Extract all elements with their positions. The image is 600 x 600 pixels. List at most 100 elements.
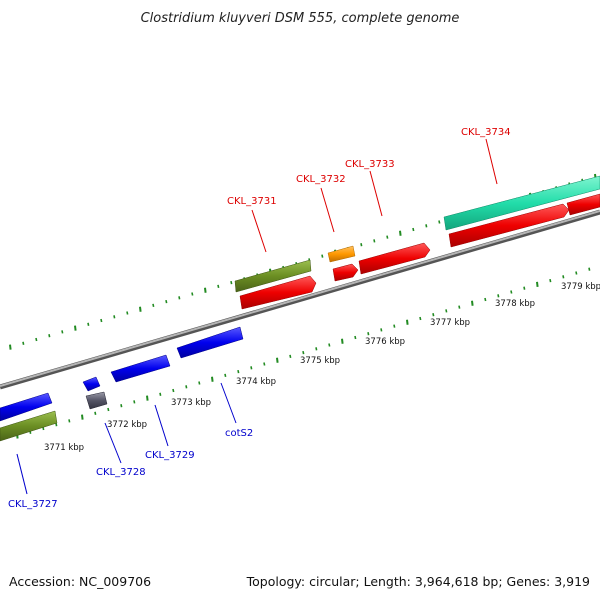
minor-tick (224, 373, 227, 378)
minor-tick (217, 284, 220, 289)
minor-tick (445, 309, 448, 313)
major-tick (399, 230, 402, 236)
gene-ckl-3727[interactable] (0, 392, 53, 422)
minor-tick (230, 280, 233, 285)
major-tick (536, 281, 539, 288)
label-ckl-3729[interactable]: CKL_3729 (145, 450, 195, 461)
scale-label-3778: 3778 kbp (495, 299, 535, 309)
minor-tick (510, 290, 513, 294)
minor-tick (22, 341, 25, 345)
major-tick (146, 395, 149, 401)
minor-tick (113, 315, 116, 319)
scale-label-3774: 3774 kbp (236, 377, 276, 387)
map-title: Clostridium kluyveri DSM 555, complete g… (141, 11, 460, 26)
minor-tick (126, 311, 129, 315)
gene-ckl-3727-green[interactable] (0, 410, 58, 442)
minor-tick (425, 224, 428, 228)
minor-tick (432, 313, 435, 317)
label-ckl-3733[interactable]: CKL_3733 (345, 159, 395, 170)
gene-cots2[interactable] (176, 326, 244, 359)
major-tick (341, 338, 344, 344)
major-tick (471, 300, 474, 306)
label-ckl-3731[interactable]: CKL_3731 (227, 196, 277, 207)
minor-tick (562, 275, 565, 279)
gene-next-plus[interactable] (566, 193, 600, 216)
minor-tick (178, 296, 181, 300)
minor-tick (419, 316, 422, 321)
gene-ckl-3729[interactable] (110, 354, 171, 383)
minor-tick (289, 354, 292, 359)
minor-tick (484, 297, 487, 302)
gene-ckl-3731-green[interactable] (234, 259, 312, 293)
minor-tick (159, 392, 162, 396)
scale-label-3776: 3776 kbp (365, 337, 405, 347)
lower-tick-track (16, 267, 591, 439)
gene-ckl-3728-gray[interactable] (85, 391, 108, 410)
backbone-track (0, 209, 600, 390)
gene-ckl-3732-red[interactable] (332, 263, 359, 282)
major-tick (74, 325, 77, 331)
minor-tick (61, 330, 64, 334)
plus-strand-genes (234, 175, 600, 310)
minor-tick (373, 239, 376, 243)
minor-tick (412, 227, 415, 232)
minor-tick (237, 369, 240, 374)
label-ckl-3732[interactable]: CKL_3732 (296, 174, 346, 185)
minor-tick (458, 305, 461, 309)
minor-tick (386, 235, 389, 239)
minor-tick (321, 254, 324, 258)
minor-tick (152, 303, 155, 308)
major-tick (211, 376, 214, 382)
scale-label-3771: 3771 kbp (44, 443, 84, 453)
major-tick (406, 319, 409, 325)
minor-tick (198, 381, 201, 385)
gene-labels: CKL_3731 CKL_3732 CKL_3733 CKL_3734 CKL_… (8, 127, 511, 510)
gene-ckl-3733[interactable] (358, 242, 431, 275)
label-ckl-3734[interactable]: CKL_3734 (461, 127, 511, 138)
minor-tick (328, 343, 331, 347)
gene-ckl-3728[interactable] (82, 376, 101, 392)
minor-tick (94, 411, 97, 415)
gene-ckl-3734-teal[interactable] (443, 175, 600, 231)
scale-label-3777: 3777 kbp (430, 318, 470, 328)
accession-text: Accession: NC_009706 (9, 574, 151, 589)
minor-tick (120, 404, 123, 408)
minor-tick (360, 243, 363, 247)
label-cots2[interactable]: cotS2 (225, 428, 253, 439)
minus-strand-genes (0, 326, 244, 442)
minor-tick (250, 366, 253, 370)
minor-tick (549, 278, 552, 283)
genome-summary-text: Topology: circular; Length: 3,964,618 bp… (246, 574, 590, 589)
minor-tick (367, 332, 370, 336)
gene-ckl-3734[interactable] (448, 203, 570, 248)
gene-leader-lines (16, 138, 498, 495)
scale-label-3773: 3773 kbp (171, 398, 211, 408)
major-tick (276, 357, 279, 363)
minor-tick (575, 271, 578, 275)
minor-tick (133, 400, 136, 404)
minor-tick (588, 267, 591, 271)
major-tick (81, 414, 84, 420)
minor-tick (523, 286, 526, 290)
minor-tick (107, 407, 110, 412)
scale-labels: 3771 kbp 3772 kbp 3773 kbp 3774 kbp 3775… (44, 282, 600, 453)
minor-tick (55, 423, 58, 427)
minor-tick (302, 350, 305, 355)
label-ckl-3727[interactable]: CKL_3727 (8, 499, 58, 510)
minor-tick (185, 385, 188, 389)
minor-tick (393, 324, 396, 328)
minor-tick (172, 388, 175, 393)
scale-label-3772: 3772 kbp (107, 420, 147, 430)
scale-label-3775: 3775 kbp (300, 356, 340, 366)
minor-tick (438, 220, 441, 224)
gene-ckl-3731[interactable] (239, 275, 317, 310)
minor-tick (165, 299, 168, 304)
label-ckl-3728[interactable]: CKL_3728 (96, 467, 146, 478)
minor-tick (48, 334, 51, 338)
minor-tick (87, 322, 90, 326)
major-tick (139, 306, 142, 312)
gene-ckl-3732[interactable] (327, 245, 356, 263)
minor-tick (35, 337, 38, 342)
minor-tick (263, 362, 266, 366)
scale-label-3779: 3779 kbp (561, 282, 600, 292)
